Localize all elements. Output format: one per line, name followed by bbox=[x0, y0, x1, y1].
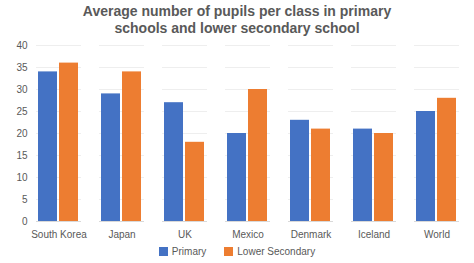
svg-text:0: 0 bbox=[22, 216, 28, 227]
html-text:Average number of pupils per c: Average number of pupils per class in pr… bbox=[82, 3, 392, 36]
svg-text:15: 15 bbox=[16, 150, 28, 161]
svg-text:25: 25 bbox=[16, 106, 28, 117]
svg-text:35: 35 bbox=[16, 62, 28, 73]
svg-text:Mexico: Mexico bbox=[232, 229, 264, 240]
svg-text:South Korea: South Korea bbox=[31, 229, 87, 240]
svg-text:40: 40 bbox=[16, 40, 28, 51]
svg-text:Iceland: Iceland bbox=[358, 229, 390, 240]
svg-text:Denmark: Denmark bbox=[291, 229, 333, 240]
svg-text:World: World bbox=[424, 229, 450, 240]
svg-text:Japan: Japan bbox=[108, 229, 135, 240]
svg-text:10: 10 bbox=[16, 172, 28, 183]
svg-text:UK: UK bbox=[178, 229, 192, 240]
svg-text:20: 20 bbox=[16, 128, 28, 139]
html-text:Primary: Primary bbox=[171, 245, 207, 257]
html-text:Lower Secondary: Lower Secondary bbox=[237, 245, 316, 257]
svg-text:5: 5 bbox=[22, 194, 28, 205]
svg-text:30: 30 bbox=[16, 84, 28, 95]
